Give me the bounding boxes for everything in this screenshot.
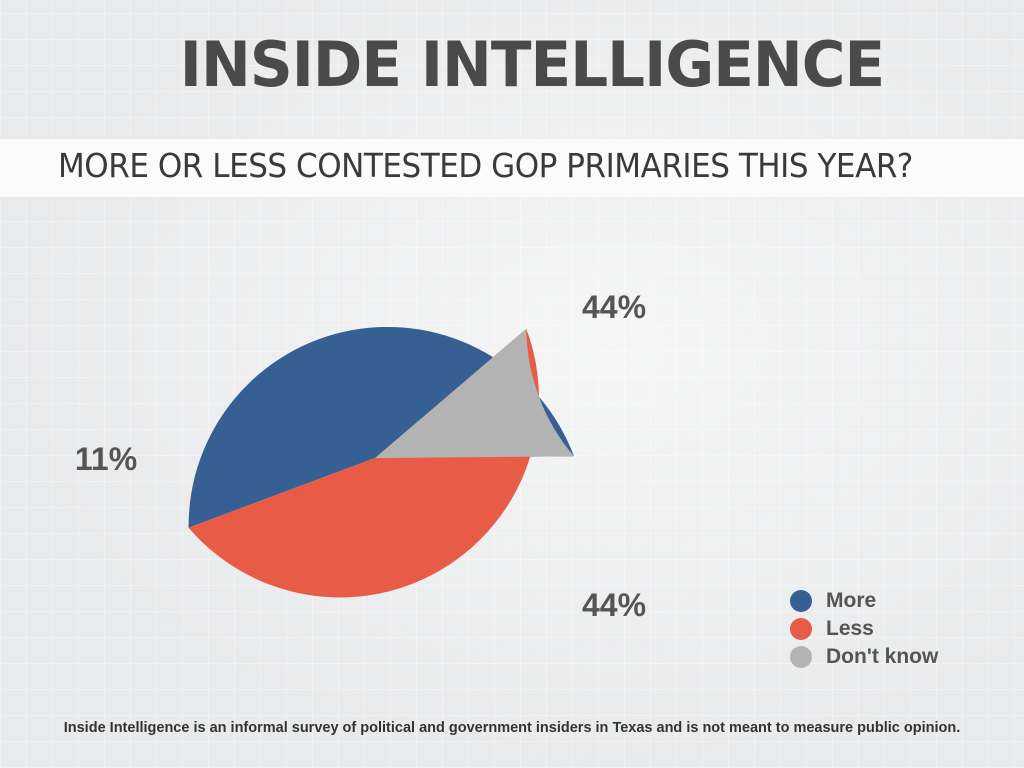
legend-item-dont-know: Don't know: [790, 643, 938, 671]
pie-label-more: 44%: [582, 289, 646, 325]
legend-swatch-dont-know: [790, 646, 812, 668]
pie-slices: [188, 326, 574, 598]
question-band: [0, 139, 1024, 197]
legend-swatch-less: [790, 618, 812, 640]
legend-item-less: Less: [790, 615, 938, 643]
pie-label-don-t-know: 11%: [75, 441, 137, 477]
legend-label-dont-know: Don't know: [826, 645, 939, 668]
brand-title: INSIDE INTELLIGENCE: [179, 28, 885, 101]
chart-question: MORE OR LESS CONTESTED GOP PRIMARIES THI…: [58, 146, 913, 185]
footnote: Inside Intelligence is an informal surve…: [63, 720, 961, 736]
pie-slice-don-t-know: [375, 328, 574, 458]
legend-label-less: Less: [826, 617, 874, 640]
legend-swatch-more: [790, 590, 812, 612]
legend-item-more: More: [790, 587, 938, 615]
chart-legend: More Less Don't know: [790, 587, 938, 671]
pie-labels: 44% 44% 11%: [75, 289, 646, 623]
legend-label-more: More: [826, 589, 877, 612]
pie-label-less: 44%: [582, 587, 646, 623]
